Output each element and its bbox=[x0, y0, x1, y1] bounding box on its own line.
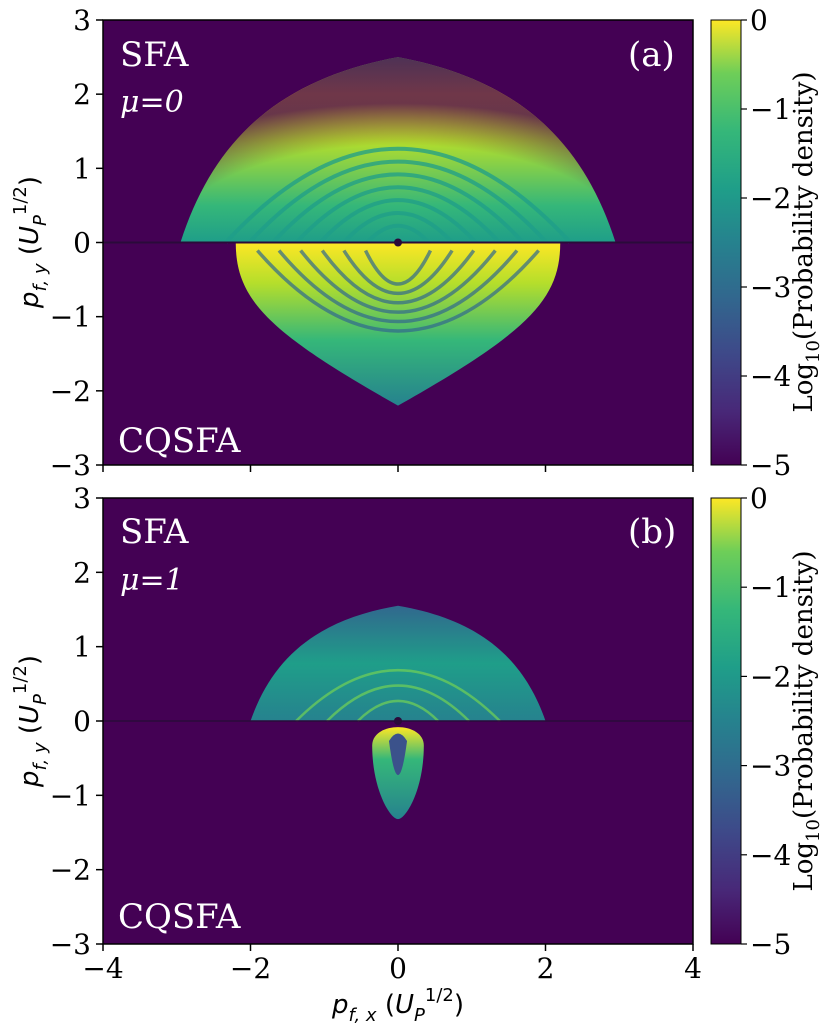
y-tick-label: 0 bbox=[73, 705, 91, 738]
x-axis-label: pf, x (UP1/2) bbox=[331, 985, 464, 1026]
colorbar-tick-label: −1 bbox=[750, 571, 791, 604]
fringe-arc bbox=[318, 198, 478, 244]
y-axis-ticks: −3 −2 −1 0 1 2 3 bbox=[50, 4, 103, 482]
colorbar-tick-label: −3 bbox=[750, 271, 791, 304]
colorbar-tick-label: 0 bbox=[750, 482, 768, 515]
y-tick-label: 2 bbox=[73, 78, 91, 111]
y-tick-label: 1 bbox=[73, 631, 91, 664]
sfa-interference-fringes bbox=[224, 146, 572, 244]
panel-label: (a) bbox=[628, 35, 675, 75]
cqsfa-interference-fringes bbox=[256, 249, 540, 333]
fringe-arc bbox=[320, 249, 476, 305]
y-tick-label: −2 bbox=[50, 375, 91, 408]
colorbar-tick-label: −1 bbox=[750, 93, 791, 126]
fringe-arc bbox=[326, 684, 470, 722]
panel-label: (b) bbox=[628, 512, 676, 552]
x-tick-label: 0 bbox=[389, 952, 407, 985]
y-tick-label: −3 bbox=[50, 928, 91, 961]
colorbar-tick-label: −4 bbox=[750, 839, 791, 872]
x-tick-label: −4 bbox=[82, 952, 123, 985]
sfa-distribution bbox=[250, 605, 546, 721]
fringe-arc bbox=[363, 249, 433, 286]
colorbar-ticks: 0 −1 −2 −3 −4 −5 bbox=[741, 4, 791, 482]
y-tick-label: −2 bbox=[50, 854, 91, 887]
fringe-arc bbox=[342, 210, 454, 244]
heatmap-a bbox=[103, 57, 693, 406]
panel-a: SFA μ=0 (a) CQSFA −3 −2 −1 0 1 2 3 pf, y (UP1/… bbox=[10, 4, 824, 482]
heatmap-b bbox=[103, 605, 693, 820]
cqsfa-core bbox=[388, 733, 408, 776]
y-tick-label: 1 bbox=[73, 152, 91, 185]
colorbar bbox=[711, 20, 741, 465]
colorbar-label: Log10(Probability density) bbox=[789, 71, 824, 412]
y-axis-ticks: −3 −2 −1 0 1 2 3 bbox=[50, 482, 103, 961]
fringe-arc bbox=[224, 146, 572, 244]
colorbar-tick-label: −5 bbox=[750, 449, 791, 482]
colorbar-ticks: 0 −1 −2 −3 −4 −5 bbox=[741, 482, 791, 961]
y-tick-label: 0 bbox=[73, 227, 91, 260]
colorbar-tick-label: −4 bbox=[750, 360, 791, 393]
sfa-label: SFA bbox=[120, 512, 189, 552]
coulomb-singularity-dot bbox=[394, 238, 402, 247]
colorbar bbox=[711, 498, 741, 944]
sfa-interference-fringes bbox=[295, 669, 501, 722]
colorbar-tick-label: −5 bbox=[750, 928, 791, 961]
x-tick-label: 2 bbox=[537, 952, 555, 985]
panel-b: SFA μ=1 (b) CQSFA −3 −2 −1 0 1 2 3 −4 −2 0 2 4 pf,… bbox=[10, 482, 824, 985]
fringe-arc bbox=[295, 669, 501, 722]
colorbar-frame bbox=[710, 19, 742, 466]
colorbar-tick-label: −2 bbox=[750, 660, 791, 693]
sfa-label: SFA bbox=[120, 35, 189, 75]
cqsfa-distribution bbox=[235, 242, 561, 406]
x-tick-label: 4 bbox=[684, 952, 702, 985]
coulomb-singularity-dot bbox=[394, 717, 402, 725]
y-tick-label: 3 bbox=[73, 482, 91, 515]
mu-label: μ=0 bbox=[120, 85, 184, 120]
colorbar-frame bbox=[710, 497, 742, 945]
fringe-arc bbox=[365, 224, 431, 244]
y-tick-label: −1 bbox=[50, 301, 91, 334]
cqsfa-label: CQSFA bbox=[118, 897, 241, 937]
fringe-arc bbox=[356, 699, 440, 722]
fringe-arc bbox=[271, 172, 525, 244]
fringe-arc bbox=[277, 249, 519, 324]
mu-label: μ=1 bbox=[120, 563, 184, 598]
colorbar-tick-label: −3 bbox=[750, 750, 791, 783]
colorbar-tick-label: −2 bbox=[750, 182, 791, 215]
y-tick-label: −3 bbox=[50, 449, 91, 482]
y-tick-label: −1 bbox=[50, 779, 91, 812]
fringe-arc bbox=[342, 249, 454, 296]
y-tick-label: 3 bbox=[73, 4, 91, 37]
y-axis-label: pf, y (UP1/2) bbox=[10, 176, 51, 309]
fringe-arc bbox=[295, 185, 501, 244]
fringe-arc bbox=[256, 249, 540, 333]
x-tick-label: −2 bbox=[230, 952, 271, 985]
fringe-arc bbox=[299, 249, 497, 314]
y-axis-label: pf, y (UP1/2) bbox=[10, 655, 51, 788]
x-axis-ticks: −4 −2 0 2 4 bbox=[82, 944, 702, 985]
fringe-arc bbox=[247, 159, 549, 244]
y-tick-label: 2 bbox=[73, 556, 91, 589]
colorbar-label: Log10(Probability density) bbox=[789, 550, 824, 891]
colorbar-tick-label: 0 bbox=[750, 4, 768, 37]
x-axis-ticks bbox=[102, 465, 694, 472]
cqsfa-label: CQSFA bbox=[118, 421, 241, 461]
